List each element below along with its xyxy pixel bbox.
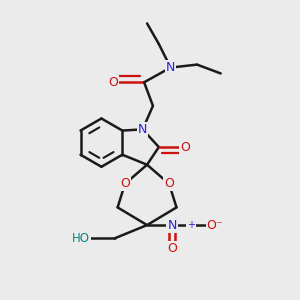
Text: HO: HO	[72, 232, 90, 245]
Text: N: N	[167, 219, 177, 232]
Text: O: O	[108, 76, 118, 89]
Text: O: O	[164, 177, 174, 190]
Text: O: O	[180, 141, 190, 154]
Text: O⁻: O⁻	[206, 219, 223, 232]
Text: N: N	[138, 123, 147, 136]
Text: +: +	[187, 220, 195, 230]
Text: O: O	[167, 242, 177, 255]
Text: N: N	[166, 61, 175, 74]
Text: O: O	[120, 177, 130, 190]
